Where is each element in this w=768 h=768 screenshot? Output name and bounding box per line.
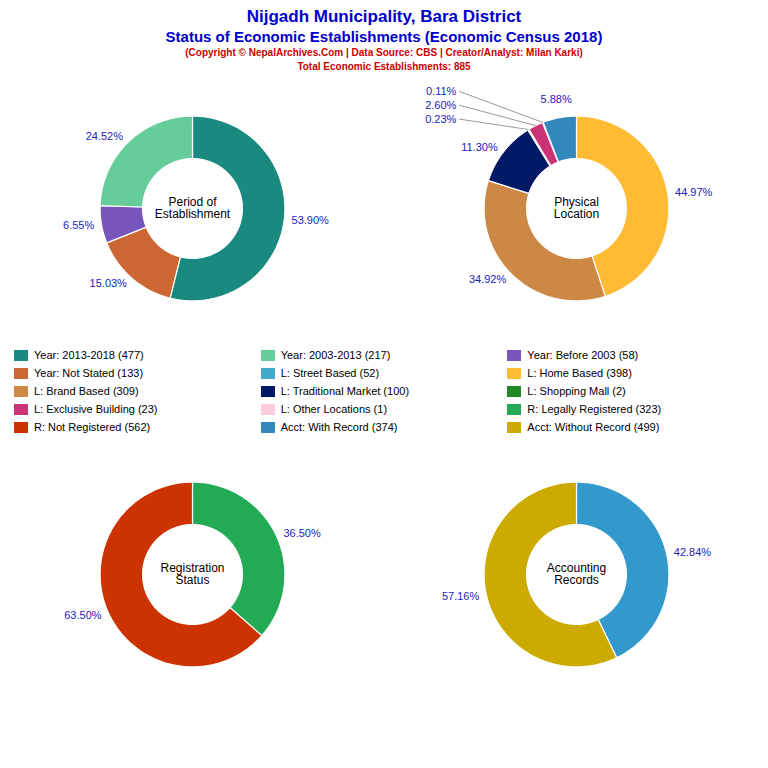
svg-text:0.11%: 0.11% — [426, 85, 457, 97]
html-text:(Copyright © NepalArchives.Com: (Copyright © NepalArchives.Com | Data So… — [185, 47, 583, 58]
html-text:Year: Not Stated (133): Year: Not Stated (133) — [34, 367, 144, 379]
html-text:Status of Economic Establishme: Status of Economic Establishments (Econo… — [165, 28, 603, 45]
html-text:L: Brand Based (309): L: Brand Based (309) — [34, 385, 139, 397]
svg-text:PhysicalLocation: PhysicalLocation — [554, 195, 599, 221]
svg-text:36.50%: 36.50% — [283, 527, 321, 539]
svg-text:24.52%: 24.52% — [86, 130, 124, 142]
html-text:Year: 2003-2013 (217): Year: 2003-2013 (217) — [280, 349, 391, 361]
html-text:L: Street Based (52): L: Street Based (52) — [280, 367, 380, 379]
svg-text:44.97%: 44.97% — [675, 186, 713, 198]
svg-text:34.92%: 34.92% — [469, 273, 507, 285]
svg-text:5.88%: 5.88% — [541, 93, 572, 105]
svg-text:15.03%: 15.03% — [90, 277, 128, 289]
svg-text:11.30%: 11.30% — [461, 141, 498, 153]
svg-text:42.84%: 42.84% — [674, 546, 712, 558]
svg-text:57.16%: 57.16% — [442, 590, 480, 602]
html-text:L: Traditional Market (100): L: Traditional Market (100) — [280, 385, 409, 397]
html-text:Nijgadh Municipality, Bara Dis: Nijgadh Municipality, Bara District — [246, 7, 522, 26]
html-text:Acct: With Record (374): Acct: With Record (374) — [280, 421, 398, 433]
svg-text:63.50%: 63.50% — [64, 609, 102, 621]
html-text:R: Not Registered (562): R: Not Registered (562) — [34, 421, 151, 433]
svg-text:2.60%: 2.60% — [425, 99, 456, 111]
svg-text:Period ofEstablishment: Period ofEstablishment — [155, 195, 231, 221]
html-text:L: Shopping Mall (2): L: Shopping Mall (2) — [527, 385, 626, 397]
html-text:L: Other Locations (1): L: Other Locations (1) — [280, 403, 387, 415]
html-text:Year: Before 2003 (58): Year: Before 2003 (58) — [527, 349, 639, 361]
html-text:L: Home Based (398): L: Home Based (398) — [527, 367, 632, 379]
html-text:Acct: Without Record (499): Acct: Without Record (499) — [527, 421, 660, 433]
html-text:L: Exclusive Building (23): L: Exclusive Building (23) — [34, 403, 158, 415]
svg-text:AccountingRecords: AccountingRecords — [547, 561, 606, 587]
svg-text:RegistrationStatus: RegistrationStatus — [160, 561, 224, 587]
html-text:R: Legally Registered (323): R: Legally Registered (323) — [527, 403, 662, 415]
svg-text:0.23%: 0.23% — [425, 113, 456, 125]
svg-text:53.90%: 53.90% — [292, 214, 330, 226]
svg-text:6.55%: 6.55% — [63, 219, 94, 231]
html-text:Total Economic Establishments:: Total Economic Establishments: 885 — [297, 61, 471, 72]
html-text:Year: 2013-2018 (477): Year: 2013-2018 (477) — [34, 349, 144, 361]
